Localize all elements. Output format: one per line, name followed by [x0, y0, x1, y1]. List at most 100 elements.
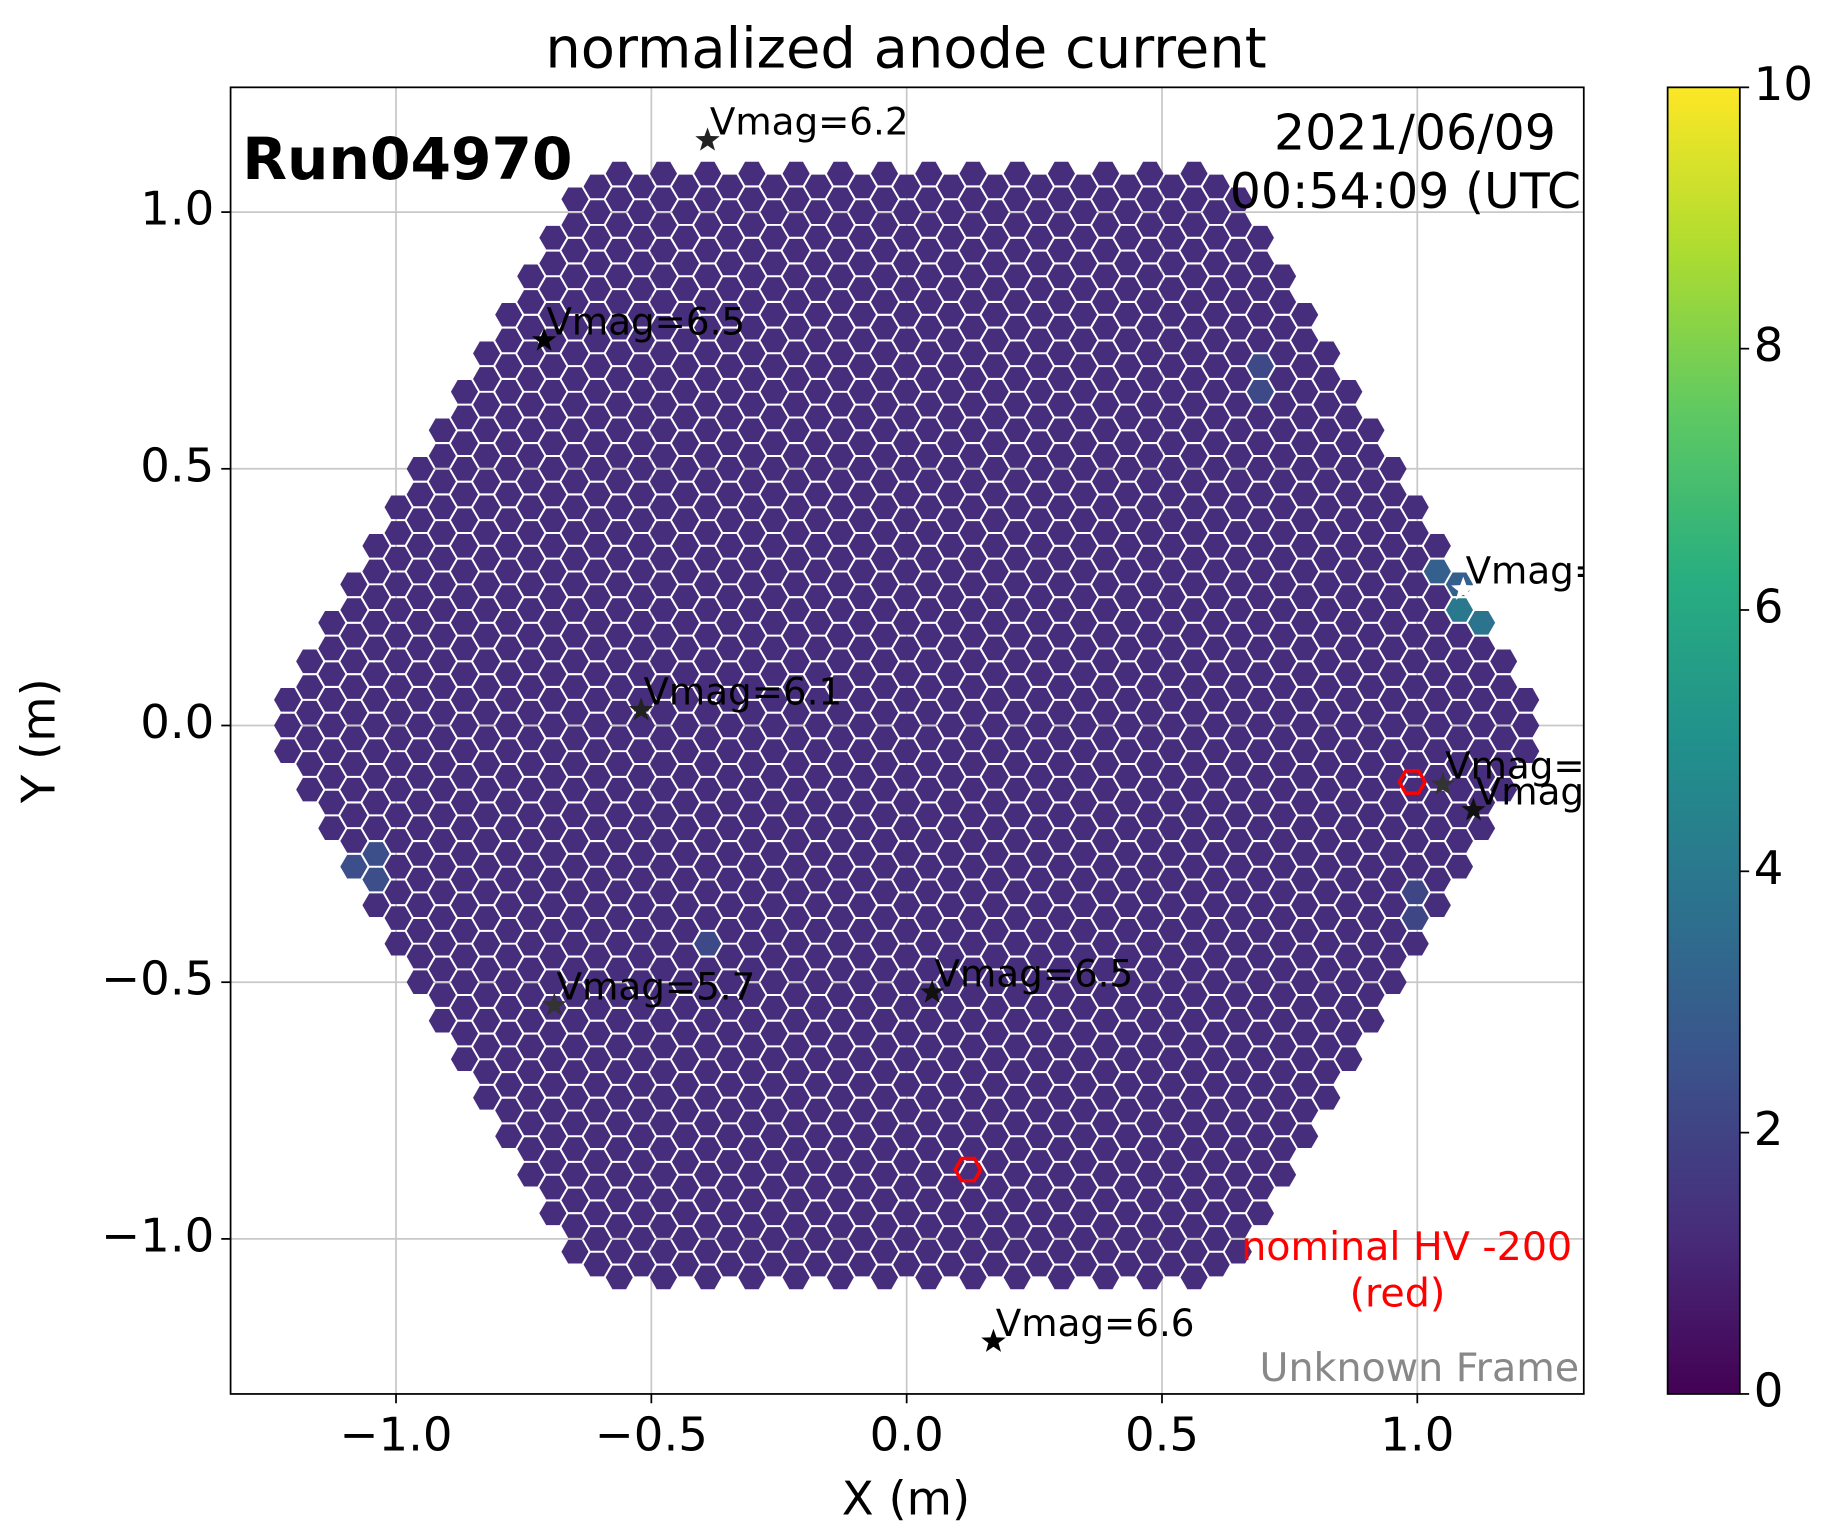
camera-pixel [1047, 854, 1075, 879]
camera-pixel [915, 521, 943, 545]
camera-pixel [893, 739, 921, 764]
camera-pixel [1313, 469, 1341, 494]
camera-pixel [362, 739, 390, 764]
camera-pixel [517, 1008, 545, 1033]
colorbar-tick-label: 2 [1754, 1102, 1784, 1156]
camera-pixel [495, 482, 523, 507]
camera-pixel [495, 559, 523, 584]
camera-pixel [539, 816, 567, 840]
camera-pixel [1114, 688, 1142, 712]
camera-pixel [1313, 367, 1341, 391]
camera-pixel [1158, 1124, 1186, 1149]
camera-pixel [473, 521, 501, 545]
camera-pixel [804, 225, 832, 250]
camera-pixel [716, 174, 744, 199]
camera-pixel [539, 1124, 567, 1149]
camera-pixel [583, 508, 611, 532]
camera-pixel [649, 521, 678, 545]
camera-pixel [1246, 1021, 1275, 1046]
camera-pixel [1357, 444, 1385, 468]
camera-pixel [296, 675, 324, 699]
camera-pixel [583, 405, 611, 430]
camera-pixel [450, 893, 479, 917]
camera-pixel [1423, 790, 1451, 815]
camera-pixel [937, 534, 965, 558]
camera-pixel [915, 418, 943, 443]
camera-pixel [848, 970, 876, 995]
camera-pixel [1180, 880, 1208, 905]
camera-pixel [605, 418, 633, 443]
camera-pixel [1313, 572, 1341, 597]
camera-pixel [804, 688, 832, 712]
camera-pixel [716, 508, 744, 532]
camera-pixel [1202, 970, 1230, 995]
camera-pixel [1114, 996, 1142, 1020]
camera-pixel [848, 944, 876, 969]
camera-pixel [274, 739, 302, 764]
camera-pixel [561, 726, 589, 751]
camera-pixel [716, 816, 744, 840]
camera-pixel [1335, 842, 1363, 866]
camera-pixel [782, 803, 810, 828]
camera-pixel [1136, 700, 1164, 725]
camera-pixel [694, 1162, 722, 1187]
camera-pixel [627, 585, 655, 609]
camera-pixel [605, 777, 633, 802]
camera-pixel [406, 611, 434, 635]
camera-pixel [1291, 431, 1319, 455]
camera-pixel [1047, 623, 1075, 648]
camera-pixel [450, 713, 479, 738]
camera-pixel [428, 495, 456, 520]
camera-pixel [671, 174, 700, 199]
camera-pixel [1047, 238, 1075, 263]
camera-pixel [1357, 598, 1385, 622]
camera-pixel [937, 1175, 965, 1200]
camera-pixel [959, 1111, 987, 1136]
camera-pixel [1025, 534, 1053, 558]
camera-pixel [1158, 174, 1186, 199]
camera-pixel [450, 867, 479, 892]
camera-pixel [694, 854, 722, 879]
camera-pixel [1092, 803, 1120, 828]
camera-pixel [561, 649, 589, 674]
camera-pixel [1291, 1124, 1319, 1149]
camera-pixel [937, 867, 965, 892]
colorbar [1666, 86, 1741, 1395]
camera-pixel [428, 752, 456, 776]
camera-pixel [627, 328, 655, 353]
camera-pixel [1246, 405, 1275, 430]
camera-pixel [1025, 662, 1053, 686]
camera-pixel [1246, 456, 1275, 481]
camera-pixel [1468, 764, 1496, 789]
camera-pixel [1224, 1060, 1252, 1084]
camera-pixel [1246, 688, 1275, 712]
camera-pixel [671, 688, 700, 712]
camera-pixel [384, 675, 412, 699]
camera-pixel [1025, 611, 1053, 635]
camera-pixel [826, 1239, 854, 1264]
camera-pixel [605, 649, 633, 674]
camera-pixel [848, 1150, 876, 1174]
camera-pixel [1335, 713, 1363, 738]
camera-pixel [959, 829, 987, 853]
camera-pixel [1025, 379, 1053, 404]
camera-pixel [1025, 1175, 1053, 1200]
camera-pixel [1357, 521, 1385, 545]
camera-pixel [1224, 546, 1252, 571]
camera-pixel [296, 752, 324, 776]
camera-pixel [1202, 482, 1230, 507]
camera-pixel [1180, 906, 1208, 930]
camera-pixel [1136, 1265, 1164, 1290]
camera-pixel [782, 1265, 810, 1290]
camera-pixel [1246, 867, 1275, 892]
camera-pixel [561, 1111, 589, 1136]
camera-pixel [561, 675, 589, 699]
camera-pixel [848, 534, 876, 558]
camera-pixel [1092, 290, 1120, 314]
camera-pixel [1291, 1098, 1319, 1123]
camera-pixel [1180, 572, 1208, 597]
camera-pixel [517, 906, 545, 930]
camera-pixel [1003, 623, 1031, 648]
camera-pixel [473, 598, 501, 622]
camera-pixel [1003, 649, 1031, 674]
